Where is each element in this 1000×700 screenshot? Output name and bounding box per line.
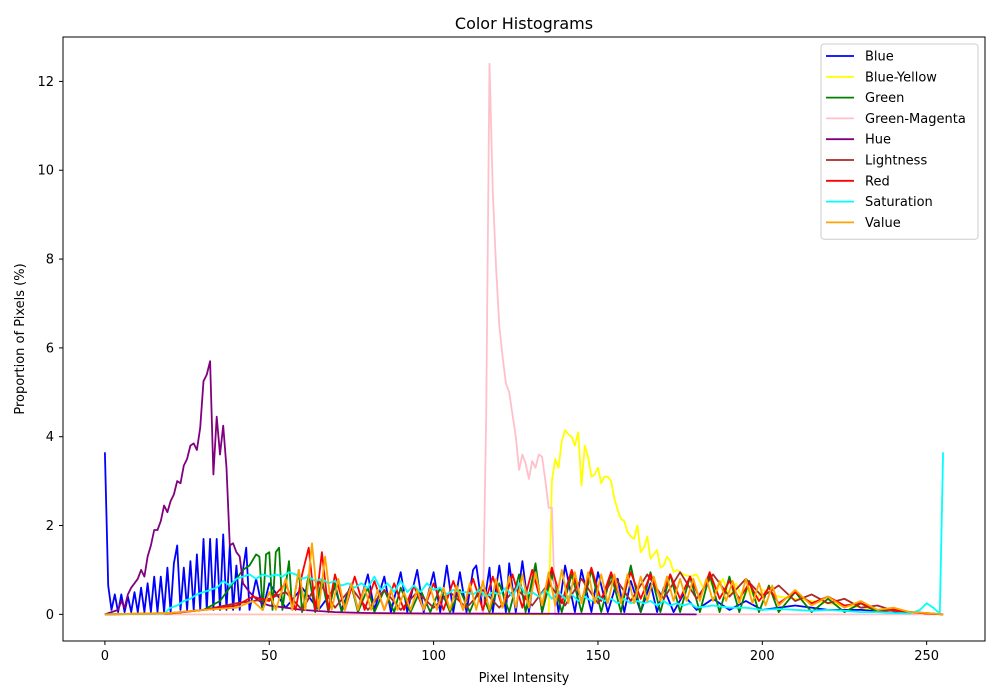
y-axis-label: Proportion of Pixels (%) <box>13 263 28 414</box>
legend-label: Value <box>865 216 901 231</box>
y-tick-label: 6 <box>46 341 54 356</box>
chart-title: Color Histograms <box>455 14 593 33</box>
legend-label: Red <box>865 174 890 189</box>
legend-box <box>820 43 979 240</box>
legend-label: Blue-Yellow <box>865 70 937 85</box>
series-line-green-magenta <box>104 62 944 616</box>
legend-label: Hue <box>865 133 891 148</box>
plot-border <box>62 36 986 642</box>
y-tick-label: 4 <box>46 430 54 445</box>
x-tick-label: 0 <box>101 649 109 664</box>
legend-label: Blue <box>865 50 894 65</box>
legend-label: Lightness <box>865 154 927 169</box>
x-tick-label: 50 <box>261 649 278 664</box>
legend-label: Green <box>865 91 904 106</box>
y-tick-label: 2 <box>46 519 54 534</box>
y-tick-label: 8 <box>46 253 54 268</box>
x-tick-label: 150 <box>586 649 611 664</box>
x-tick-label: 100 <box>421 649 446 664</box>
legend-label: Green-Magenta <box>865 112 966 127</box>
axes-layer: 0 50 100 150 200 250 0 2 4 6 8 10 12 <box>37 36 986 664</box>
series-layer <box>104 62 944 616</box>
y-tick-label: 0 <box>46 608 54 623</box>
series-line-hue <box>104 360 697 616</box>
series-line-green <box>104 546 944 616</box>
legend: Blue Blue-Yellow Green Green-Magenta Hue Ligh… <box>820 43 979 240</box>
series-line-value <box>104 542 944 616</box>
y-tick-label: 10 <box>37 164 54 179</box>
legend-label: Saturation <box>865 195 933 210</box>
x-tick-label: 200 <box>750 649 775 664</box>
x-tick-label: 250 <box>914 649 939 664</box>
x-axis-label: Pixel Intensity <box>479 671 570 686</box>
y-tick-label: 12 <box>37 75 54 90</box>
